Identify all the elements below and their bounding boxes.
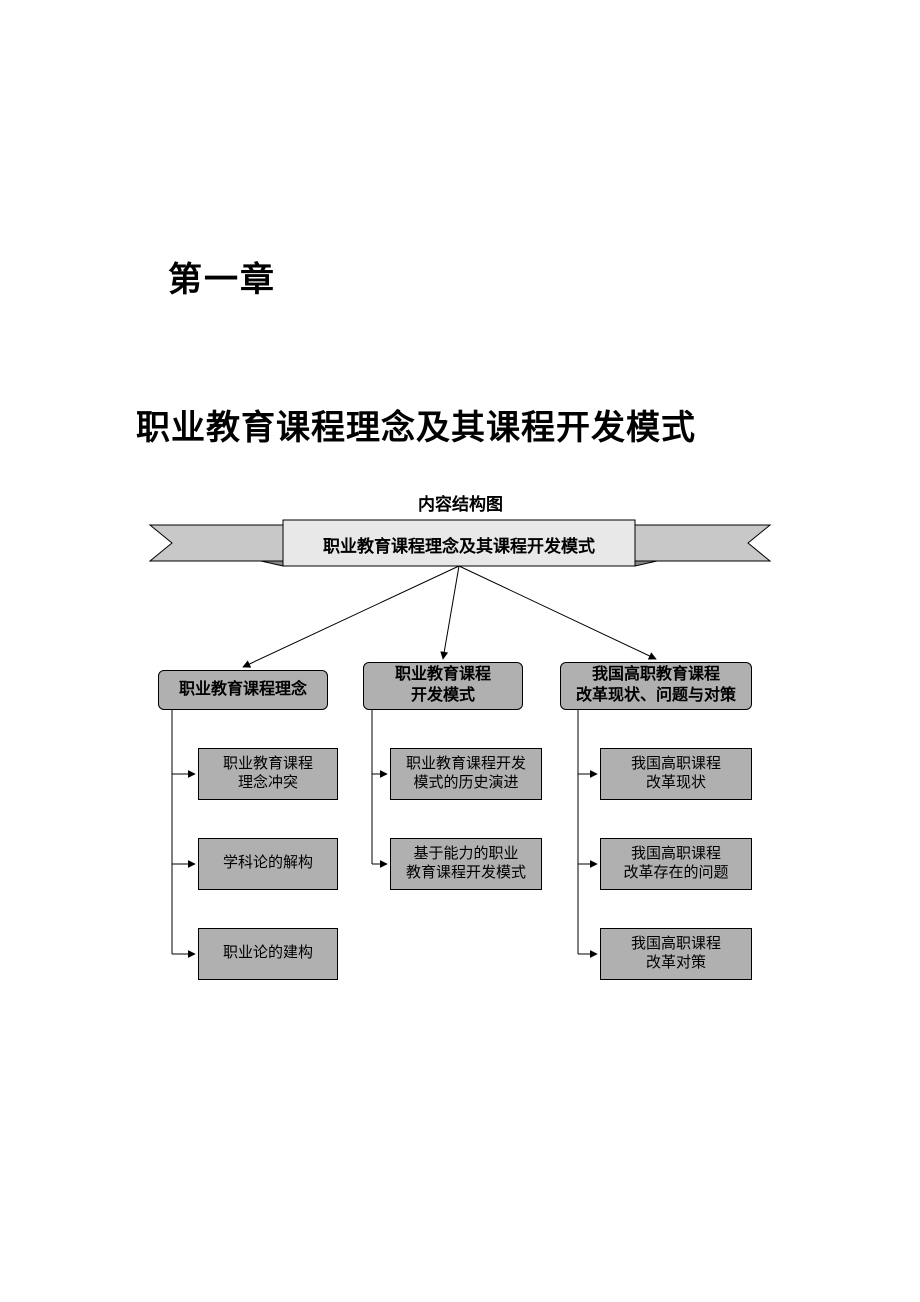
section-head-0: 职业教育课程理念	[158, 670, 328, 710]
chapter-label: 第一章	[168, 252, 276, 301]
sub-box-0-1: 学科论的解构	[198, 838, 338, 890]
sub-box-2-2: 我国高职课程 改革对策	[600, 928, 752, 980]
sub-box-1-0: 职业教育课程开发 模式的历史演进	[390, 748, 542, 800]
sub-box-0-2: 职业论的建构	[198, 928, 338, 980]
sub-box-0-0: 职业教育课程 理念冲突	[198, 748, 338, 800]
sub-box-1-1: 基于能力的职业 教育课程开发模式	[390, 838, 542, 890]
chapter-title: 职业教育课程理念及其课程开发模式	[136, 400, 696, 449]
page-root: 第一章 职业教育课程理念及其课程开发模式 内容结构图 职业教育课程理念及其课程开…	[0, 0, 920, 1302]
sub-box-2-0: 我国高职课程 改革现状	[600, 748, 752, 800]
section-head-2: 我国高职教育课程 改革现状、问题与对策	[560, 662, 752, 710]
section-head-1: 职业教育课程 开发模式	[363, 662, 523, 710]
sub-box-2-1: 我国高职课程 改革存在的问题	[600, 838, 752, 890]
diagram-svg	[0, 0, 920, 1302]
banner-title: 职业教育课程理念及其课程开发模式	[283, 532, 635, 557]
diagram-label: 内容结构图	[418, 490, 503, 515]
